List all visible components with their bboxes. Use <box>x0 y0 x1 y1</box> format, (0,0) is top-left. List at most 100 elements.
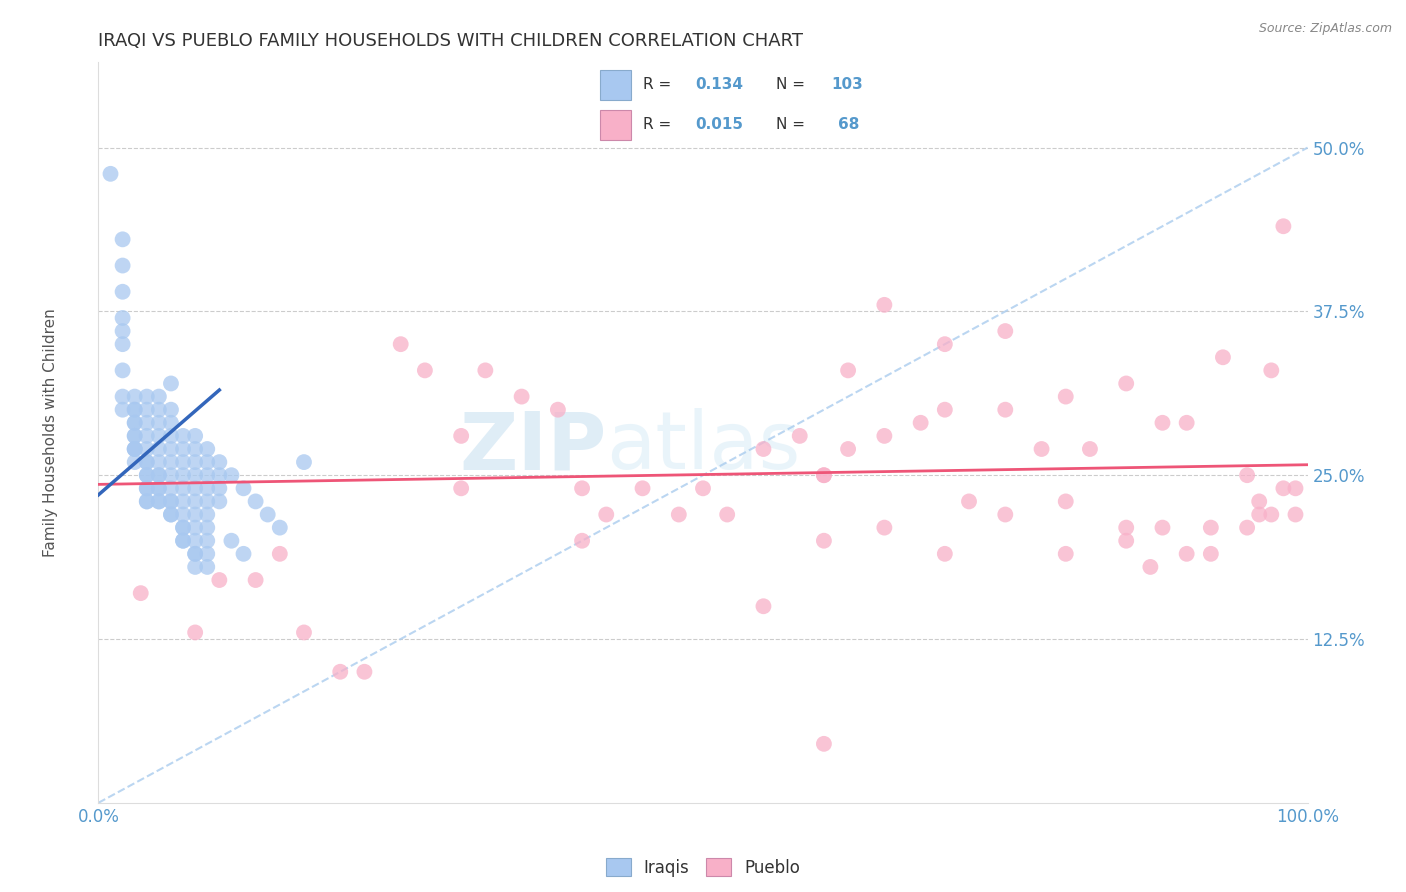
Legend: Iraqis, Pueblo: Iraqis, Pueblo <box>599 852 807 883</box>
Point <box>184 468 207 483</box>
Point <box>1236 521 1258 535</box>
Point <box>221 533 243 548</box>
Point <box>172 533 194 548</box>
Point <box>184 442 207 456</box>
Point <box>184 560 207 574</box>
Point <box>195 521 218 535</box>
Point <box>172 481 194 495</box>
Point <box>135 390 157 404</box>
Point <box>172 533 194 548</box>
Point <box>813 737 835 751</box>
Point <box>873 521 896 535</box>
Point <box>813 468 835 483</box>
Point <box>135 481 157 495</box>
Point <box>160 508 183 522</box>
Point <box>752 599 775 614</box>
Point <box>135 402 157 417</box>
Point <box>1212 351 1234 365</box>
Point <box>124 416 146 430</box>
Point <box>148 416 170 430</box>
Point <box>1284 508 1306 522</box>
Point <box>184 494 207 508</box>
Point <box>111 402 134 417</box>
Point <box>1175 416 1198 430</box>
Point <box>934 547 956 561</box>
Point <box>135 494 157 508</box>
Point <box>571 533 593 548</box>
Point <box>1054 494 1077 508</box>
FancyBboxPatch shape <box>600 70 631 100</box>
Point <box>135 442 157 456</box>
Point <box>474 363 496 377</box>
Point <box>184 625 207 640</box>
Point <box>111 232 134 246</box>
Point <box>245 573 267 587</box>
Point <box>450 481 472 495</box>
Point <box>1199 521 1222 535</box>
Point <box>692 481 714 495</box>
Point <box>1139 560 1161 574</box>
Point <box>148 481 170 495</box>
Point <box>148 402 170 417</box>
Point <box>135 455 157 469</box>
Point <box>160 442 183 456</box>
Point <box>195 560 218 574</box>
Point <box>160 494 183 508</box>
Point <box>269 547 291 561</box>
Point <box>124 429 146 443</box>
Point <box>195 481 218 495</box>
Point <box>195 547 218 561</box>
Point <box>135 494 157 508</box>
Point <box>124 442 146 456</box>
Point <box>1115 533 1137 548</box>
Point <box>160 402 183 417</box>
Point <box>195 494 218 508</box>
Point <box>135 416 157 430</box>
Point <box>184 455 207 469</box>
Point <box>172 508 194 522</box>
Point <box>329 665 352 679</box>
Point <box>389 337 412 351</box>
Point <box>934 337 956 351</box>
Point <box>172 521 194 535</box>
Point <box>873 429 896 443</box>
Point <box>172 521 194 535</box>
Text: 0.015: 0.015 <box>696 117 744 132</box>
Point <box>1115 521 1137 535</box>
Point <box>269 521 291 535</box>
Point <box>1272 481 1295 495</box>
Point <box>148 390 170 404</box>
Point <box>148 455 170 469</box>
Point <box>124 442 146 456</box>
Point <box>148 468 170 483</box>
Point <box>195 455 218 469</box>
Point <box>208 455 231 469</box>
Point <box>160 468 183 483</box>
Point <box>111 324 134 338</box>
Point <box>100 167 122 181</box>
Point <box>111 259 134 273</box>
Point <box>184 508 207 522</box>
Point <box>184 521 207 535</box>
Text: 0.134: 0.134 <box>696 78 744 93</box>
Point <box>813 533 835 548</box>
Point <box>413 363 436 377</box>
Point <box>184 547 207 561</box>
Point <box>873 298 896 312</box>
Point <box>256 508 278 522</box>
Point <box>910 416 932 430</box>
Point <box>135 429 157 443</box>
Point <box>208 573 231 587</box>
Point <box>1175 547 1198 561</box>
Point <box>716 508 738 522</box>
Point <box>1031 442 1053 456</box>
Point <box>1054 547 1077 561</box>
Point <box>450 429 472 443</box>
Point <box>124 402 146 417</box>
Point <box>160 508 183 522</box>
Point <box>195 442 218 456</box>
Point <box>595 508 617 522</box>
Text: 103: 103 <box>832 78 863 93</box>
Point <box>837 442 859 456</box>
Point <box>184 429 207 443</box>
